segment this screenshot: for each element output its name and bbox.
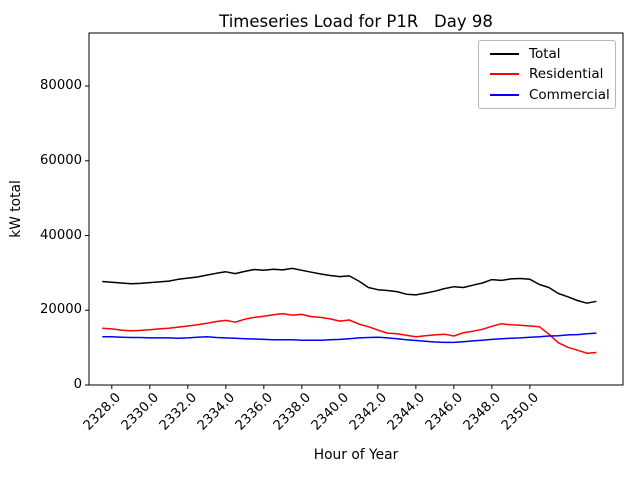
y-axis-label: kW total [8, 180, 24, 238]
y-tick-label: 20000 [40, 302, 82, 318]
legend-label: Residential [529, 66, 604, 83]
y-tick-label: 80000 [40, 78, 82, 94]
legend-item-commercial: Commercial [479, 85, 615, 105]
legend-line-sample [490, 73, 519, 76]
plot-frame [88, 32, 624, 386]
y-tick-label: 60000 [40, 152, 82, 168]
legend-line-sample [490, 53, 519, 56]
series-line-residential [102, 312, 597, 354]
legend-line-sample [490, 93, 519, 96]
series-line-total [102, 267, 597, 304]
y-tick-label: 40000 [40, 227, 82, 243]
series-line-commercial [102, 332, 597, 344]
legend-item-residential: Residential [479, 64, 615, 84]
legend-label: Total [529, 46, 561, 63]
chart-title: Timeseries Load for P1R Day 98 [219, 12, 493, 31]
legend-label: Commercial [529, 86, 610, 103]
x-axis-label: Hour of Year [313, 447, 399, 463]
legend: Total Residential Commercial [478, 40, 616, 109]
legend-item-total: Total [479, 44, 615, 64]
y-tick-label: 0 [73, 377, 82, 392]
